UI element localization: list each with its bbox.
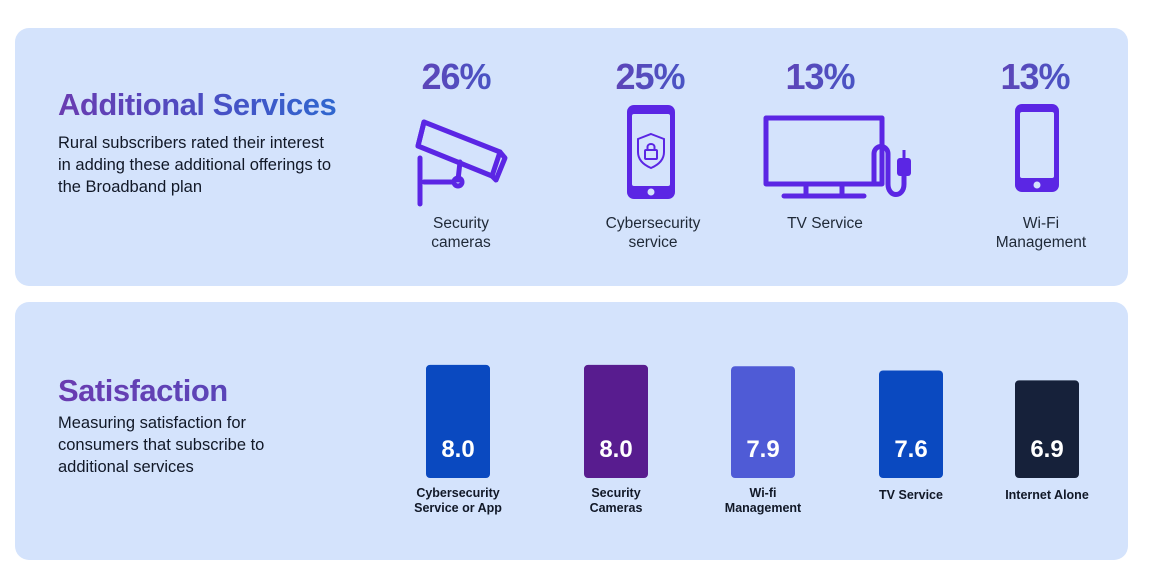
satisfaction-category-line: Internet Alone — [1005, 488, 1089, 502]
satisfaction-bar-2 — [731, 366, 795, 478]
satisfaction-value-label-3: 7.6 — [894, 436, 927, 463]
satisfaction-bar-4 — [1015, 380, 1079, 478]
satisfaction-value-label-0: 8.0 — [441, 436, 474, 463]
additional-services-title: Additional Services — [58, 87, 337, 122]
additional-services-description: Rural subscribers rated their interest i… — [58, 134, 332, 196]
satisfaction-category-label-4: Internet Alone — [982, 488, 1112, 503]
wifi-management-label: Wi-Fi Management — [995, 215, 1087, 251]
wifi-management-percent: 13% — [955, 57, 1115, 97]
satisfaction-category-line: TV Service — [879, 488, 943, 502]
satisfaction-bar-1 — [584, 364, 648, 478]
satisfaction-category-line: Service or App — [414, 501, 502, 515]
satisfaction-category-line: Cybersecurity — [416, 486, 500, 500]
satisfaction-category-line: Wi-fi — [749, 486, 777, 500]
satisfaction-value-label-4: 6.9 — [1030, 436, 1063, 463]
satisfaction-category-label-1: Security Cameras — [551, 486, 681, 516]
additional-services-panel — [15, 28, 1128, 286]
satisfaction-title: Satisfaction — [58, 373, 228, 408]
satisfaction-value-label-1: 8.0 — [599, 436, 632, 463]
satisfaction-category-line: Cameras — [589, 501, 643, 515]
tv-service-label: TV Service — [787, 215, 863, 232]
security-camera-icon — [415, 119, 508, 207]
satisfaction-bar-3 — [879, 370, 943, 478]
tv-icon — [763, 115, 911, 199]
satisfaction-value-label-2: 7.9 — [746, 436, 779, 463]
security-cameras-label: Security cameras — [431, 215, 491, 251]
smartphone-shield-icon — [627, 105, 675, 199]
satisfaction-category-label-3: TV Service — [846, 488, 976, 503]
tv-service-percent: 13% — [740, 57, 900, 97]
cybersecurity-percent: 25% — [570, 57, 730, 97]
satisfaction-description: Measuring satisfaction for consumers tha… — [58, 414, 265, 476]
satisfaction-category-label-0: Cybersecurity Service or App — [393, 486, 523, 516]
cybersecurity-label: Cybersecurity service — [605, 215, 701, 251]
satisfaction-bar-0 — [426, 364, 490, 478]
satisfaction-category-label-2: Wi-fi Management — [698, 486, 828, 516]
security-cameras-percent: 26% — [376, 57, 536, 97]
satisfaction-category-line: Management — [724, 501, 802, 515]
satisfaction-category-line: Security — [591, 486, 641, 500]
smartphone-icon — [1015, 104, 1059, 192]
